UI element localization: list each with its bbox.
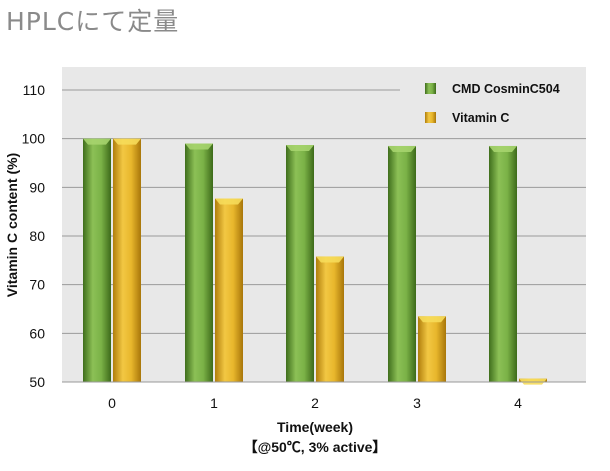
y-axis-title: Vitamin C content (%) (4, 153, 20, 297)
x-tick-label: 0 (108, 395, 116, 411)
bar-cap (316, 256, 344, 263)
bar-vitamin-c-week-3 (418, 316, 446, 382)
bar-cap (83, 138, 111, 145)
bar-cap (113, 138, 141, 145)
legend-label: Vitamin C (452, 111, 509, 125)
bar-cosminc504-week-0 (83, 138, 111, 382)
y-tick-label: 100 (22, 131, 46, 147)
y-tick-label: 90 (29, 179, 45, 195)
bar-cosminc504-week-1 (185, 143, 213, 382)
y-tick-label: 50 (29, 374, 45, 390)
bar-vitamin-c-week-0 (113, 138, 141, 382)
legend-label: CMD CosminC504 (452, 82, 560, 96)
bar-cosminc504-week-3 (388, 145, 416, 382)
legend-swatch-cosminc504 (425, 83, 436, 94)
page-heading: HPLCにて定量 (6, 7, 180, 36)
bar-cap (286, 144, 314, 151)
y-tick-labels: 50 60 70 80 90 100 110 (22, 82, 46, 390)
bar-cap (185, 143, 213, 150)
x-tick-label: 2 (311, 395, 319, 411)
bar-cap (418, 316, 446, 323)
bar-cap (388, 145, 416, 152)
x-tick-labels: 0 1 2 3 4 (108, 395, 522, 411)
legend: CMD CosminC504 Vitamin C (425, 82, 560, 125)
x-axis-subtitle: 【@50℃, 3% active】 (244, 439, 387, 455)
bar-vitamin-c-week-2 (316, 256, 344, 382)
y-tick-label: 60 (29, 325, 45, 341)
bar-cosminc504-week-4 (489, 145, 517, 382)
bar-cosminc504-week-2 (286, 144, 314, 382)
x-axis-title: Time(week) (277, 419, 353, 435)
x-tick-label: 1 (210, 395, 218, 411)
y-tick-label: 70 (29, 277, 45, 293)
y-tick-label: 110 (23, 82, 46, 98)
legend-swatch-vitamin-c (425, 112, 436, 123)
bar-cap (215, 198, 243, 205)
bar-cap (489, 145, 517, 152)
y-tick-label: 80 (29, 228, 45, 244)
bars (83, 138, 547, 385)
x-tick-label: 3 (413, 395, 421, 411)
x-tick-label: 4 (514, 395, 522, 411)
bar-vitamin-c-week-1 (215, 198, 243, 382)
